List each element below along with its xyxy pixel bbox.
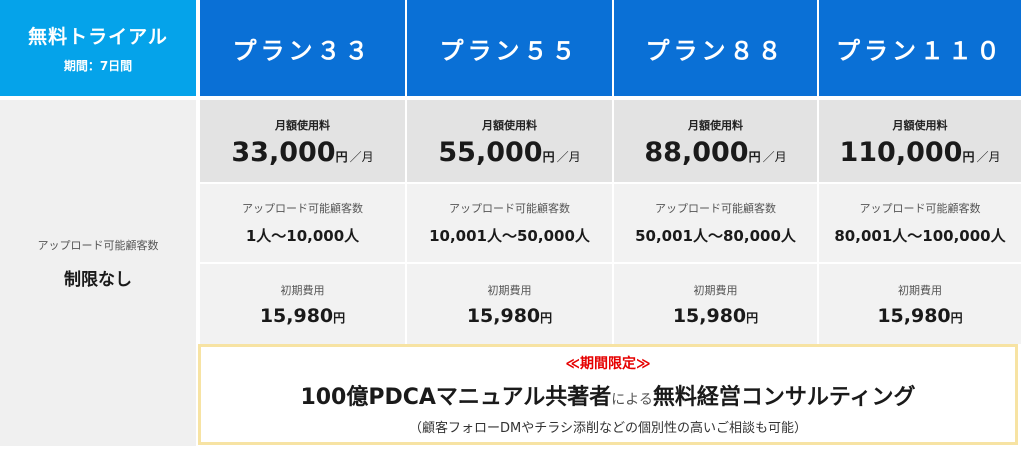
- plan-33-fee-cell: 初期費用 15,980円: [200, 264, 405, 344]
- free-trial-cell: アップロード可能顧客数 制限なし: [0, 100, 196, 446]
- monthly-fee-label: 月額使用料: [275, 118, 330, 132]
- plan-header-55: プラン５５: [407, 0, 612, 96]
- upload-limit-value: 80,001人～100,000人: [834, 227, 1006, 245]
- plan-33-price-cell: 月額使用料 33,000円 ／月: [200, 100, 405, 182]
- initial-fee-label: 初期費用: [693, 284, 738, 297]
- upload-limit-value: 10,001人～50,000人: [429, 227, 590, 245]
- plan-55-upload-cell: アップロード可能顧客数 10,001人～50,000人: [407, 184, 612, 262]
- monthly-fee-value: 33,000円 ／月: [231, 136, 374, 168]
- plan-33-upload-cell: アップロード可能顧客数 1人～10,000人: [200, 184, 405, 262]
- free-trial-header: 無料トライアル 期間：7日間: [0, 0, 196, 96]
- initial-fee-value: 15,980円: [672, 305, 759, 327]
- plan-88-price-cell: 月額使用料 88,000円 ／月: [614, 100, 817, 182]
- plan-110-fee-cell: 初期費用 15,980円: [819, 264, 1021, 344]
- free-trial-upload-label: アップロード可能顧客数: [37, 238, 159, 252]
- monthly-fee-label: 月額使用料: [482, 118, 537, 132]
- monthly-fee-value: 110,000円 ／月: [839, 136, 1001, 168]
- initial-fee-value: 15,980円: [259, 305, 346, 327]
- upload-limit-value: 1人～10,000人: [245, 227, 360, 245]
- initial-fee-value: 15,980円: [877, 305, 963, 327]
- upload-limit-label: アップロード可能顧客数: [655, 202, 776, 215]
- plan-88-fee-cell: 初期費用 15,980円: [614, 264, 817, 344]
- initial-fee-value: 15,980円: [466, 305, 553, 327]
- upload-limit-label: アップロード可能顧客数: [242, 202, 363, 215]
- plan-header-110: プラン１１０: [819, 0, 1021, 96]
- promo-note: （顧客フォローDMやチラシ添削などの個別性の高いご相談も可能）: [409, 421, 807, 436]
- upload-limit-label: アップロード可能顧客数: [449, 202, 570, 215]
- upload-limit-label: アップロード可能顧客数: [859, 202, 981, 215]
- initial-fee-label: 初期費用: [487, 284, 532, 297]
- limited-time-promo-banner: ≪期間限定≫ 100億PDCAマニュアル共著者による無料経営コンサルティング （…: [198, 344, 1018, 445]
- initial-fee-label: 初期費用: [280, 284, 325, 297]
- monthly-fee-value: 55,000円 ／月: [438, 136, 581, 168]
- promo-headline: 100億PDCAマニュアル共著者による無料経営コンサルティング: [300, 385, 916, 410]
- plan-110-price-cell: 月額使用料 110,000円 ／月: [819, 100, 1021, 182]
- monthly-fee-value: 88,000円 ／月: [644, 136, 787, 168]
- free-trial-title: 無料トライアル: [28, 26, 168, 48]
- free-trial-upload-value: 制限なし: [64, 269, 132, 290]
- plan-55-fee-cell: 初期費用 15,980円: [407, 264, 612, 344]
- limited-time-tag: ≪期間限定≫: [565, 356, 651, 372]
- plan-88-upload-cell: アップロード可能顧客数 50,001人～80,000人: [614, 184, 817, 262]
- monthly-fee-label: 月額使用料: [892, 118, 948, 132]
- upload-limit-value: 50,001人～80,000人: [635, 227, 796, 245]
- plan-header-33: プラン３３: [200, 0, 405, 96]
- plan-header-88: プラン８８: [614, 0, 817, 96]
- monthly-fee-label: 月額使用料: [688, 118, 743, 132]
- plan-55-price-cell: 月額使用料 55,000円 ／月: [407, 100, 612, 182]
- free-trial-period: 期間：7日間: [63, 59, 133, 73]
- plan-110-upload-cell: アップロード可能顧客数 80,001人～100,000人: [819, 184, 1021, 262]
- initial-fee-label: 初期費用: [898, 284, 942, 297]
